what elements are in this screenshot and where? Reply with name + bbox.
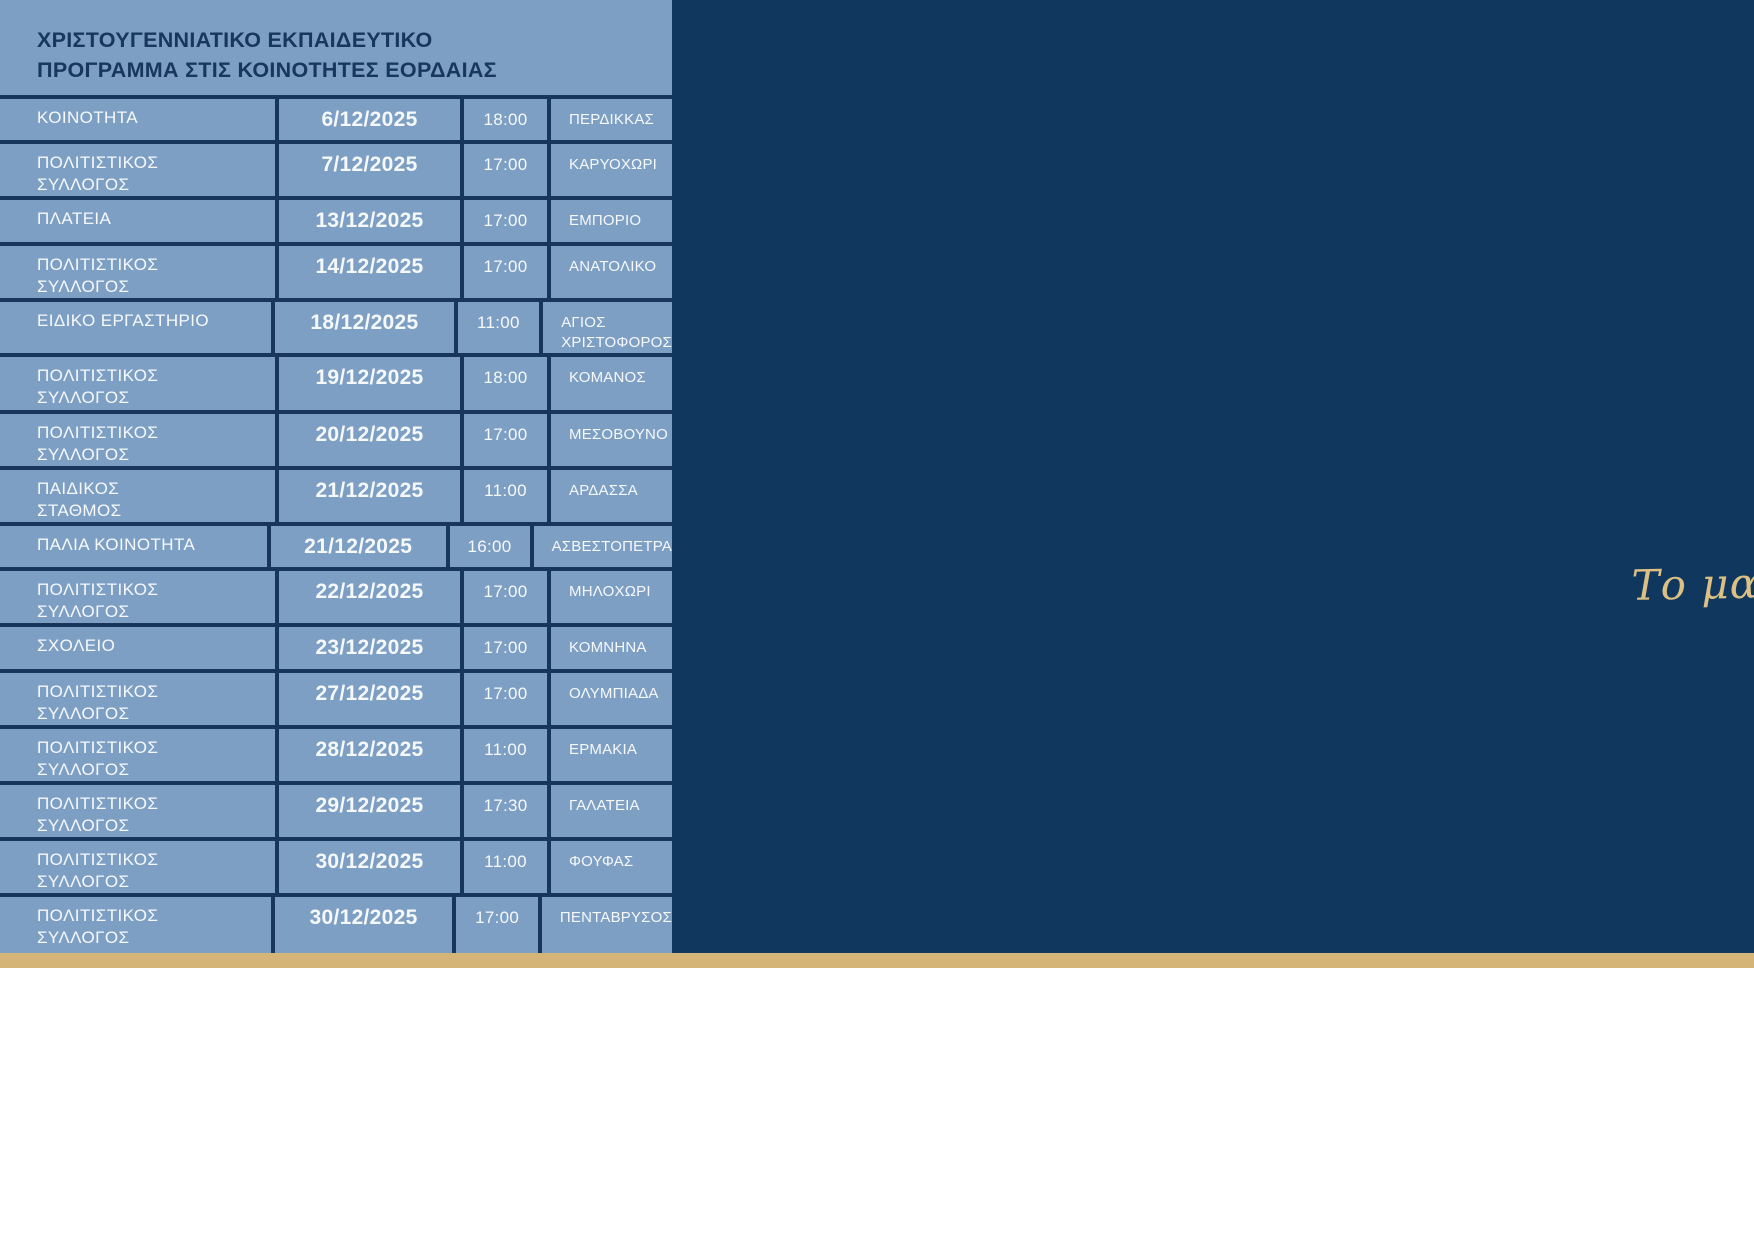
venue-cell: ΠΟΛΙΤΙΣΤΙΚΟΣ ΣΥΛΛΟΓΟΣ — [37, 580, 159, 622]
time-cell: 18:00 — [460, 357, 547, 410]
date-cell: 28/12/2025 — [275, 728, 460, 781]
date-cell: 30/12/2025 — [275, 841, 460, 894]
gold-stripe — [0, 953, 1754, 968]
date-cell: 30/12/2025 — [270, 897, 453, 953]
location-cell: ΚΟΜΑΝΟΣ — [547, 357, 672, 410]
location-cell: ΚΟΜΝΗΝΑ — [547, 627, 672, 669]
schedule-row: ΠΟΛΙΤΙΣΤΙΚΟΣ ΣΥΛΛΟΓΟΣ 27/12/2025 17:00 Ο… — [0, 668, 672, 725]
venue-cell: ΠΟΛΙΤΙΣΤΙΚΟΣ ΣΥΛΛΟΓΟΣ — [37, 793, 159, 836]
time-cell: 17:00 — [452, 897, 537, 953]
schedule-row: ΕΙΔΙΚΟ ΕΡΓΑΣΤΗΡΙΟ 18/12/2025 11:00 ΑΓΙΟΣ… — [0, 297, 672, 354]
venue-cell: ΣΧΟΛΕΙΟ — [37, 636, 116, 656]
venue-cell: ΠΑΛΙΑ ΚΟΙΝΟΤΗΤΑ — [37, 534, 196, 554]
date-cell: 22/12/2025 — [275, 571, 460, 624]
schedule-row: ΣΧΟΛΕΙΟ 23/12/2025 17:00 ΚΟΜΝΗΝΑ — [0, 623, 672, 669]
location-cell: ΑΡΔΑΣΣΑ — [547, 469, 672, 522]
time-cell: 17:00 — [460, 627, 547, 669]
schedule-row: ΠΑΛΙΑ ΚΟΙΝΟΤΗΤΑ 21/12/2025 16:00 ΑΣΒΕΣΤΟ… — [0, 521, 672, 568]
location-cell: ΜΗΛΟΧΩΡΙ — [547, 571, 672, 624]
venue-cell: ΠΟΛΙΤΙΣΤΙΚΟΣ ΣΥΛΛΟΓΟΣ — [37, 422, 159, 464]
location-cell: ΠΕΝΤΑΒΡΥΣΟΣ — [537, 897, 672, 953]
date-cell: 20/12/2025 — [275, 413, 460, 466]
date-cell: 21/12/2025 — [266, 525, 446, 568]
date-cell: 19/12/2025 — [275, 357, 460, 410]
brand-panel: ΝΙΦΑΔΑ... τί Πτολεμα είδες; Το μαγικό τα… — [672, 0, 1754, 953]
venue-cell: ΠΑΙΔΙΚΟΣ ΣΤΑΘΜΟΣ — [37, 478, 122, 520]
schedule-row: ΠΟΛΙΤΙΣΤΙΚΟΣ ΣΥΛΛΟΓΟΣ 29/12/2025 17:30 Γ… — [0, 780, 672, 838]
venue-cell: ΠΟΛΙΤΙΣΤΙΚΟΣ ΣΥΛΛΟΓΟΣ — [37, 681, 159, 723]
schedule-row: ΠΑΙΔΙΚΟΣ ΣΤΑΘΜΟΣ 21/12/2025 11:00 ΑΡΔΑΣΣ… — [0, 465, 672, 522]
location-cell: ΜΕΣΟΒΟΥΝΟ — [547, 413, 672, 466]
schedule-row: ΠΟΛΙΤΙΣΤΙΚΟΣ ΣΥΛΛΟΓΟΣ 14/12/2025 17:00 Α… — [0, 241, 672, 298]
date-cell: 13/12/2025 — [275, 200, 460, 242]
time-cell: 17:00 — [460, 672, 547, 725]
time-cell: 18:00 — [460, 99, 547, 141]
schedule-row: ΠΟΛΙΤΙΣΤΙΚΟΣ ΣΥΛΛΟΓΟΣ 22/12/2025 17:00 Μ… — [0, 567, 672, 624]
schedule-row: ΚΟΙΝΟΤΗΤΑ 6/12/2025 18:00 ΠΕΡΔΙΚΚΑΣ — [0, 95, 672, 141]
brand-name: ΝΙΦΑΔΑ... — [1747, 396, 1754, 461]
venue-cell: ΠΛΑΤΕΙΑ — [37, 209, 112, 229]
date-cell: 18/12/2025 — [271, 301, 453, 354]
time-cell: 17:00 — [460, 413, 547, 466]
venue-cell: ΚΟΙΝΟΤΗΤΑ — [37, 108, 138, 127]
schedule-panel: ΧΡΙΣΤΟΥΓΕΝΝΙΑΤΙΚΟ ΕΚΠΑΙΔΕΥΤΙΚΟ ΠΡΟΓΡΑΜΜΑ… — [0, 0, 672, 953]
schedule-row: ΠΟΛΙΤΙΣΤΙΚΟΣ ΣΥΛΛΟΓΟΣ 28/12/2025 11:00 Ε… — [0, 724, 672, 781]
venue-cell: ΕΙΔΙΚΟ ΕΡΓΑΣΤΗΡΙΟ — [37, 310, 209, 330]
time-cell: 17:00 — [460, 144, 547, 197]
date-cell: 6/12/2025 — [275, 99, 460, 141]
time-cell: 11:00 — [460, 469, 547, 522]
venue-cell: ΠΟΛΙΤΙΣΤΙΚΟΣ ΣΥΛΛΟΓΟΣ — [37, 254, 159, 296]
schedule-row: ΠΟΛΙΤΙΣΤΙΚΟΣ ΣΥΛΛΟΓΟΣ 30/12/2025 17:00 Π… — [0, 893, 672, 953]
location-cell: ΑΓΙΟΣ ΧΡΙΣΤΟΦΟΡΟΣ — [539, 301, 672, 354]
schedule-row: ΠΟΛΙΤΙΣΤΙΚΟΣ ΣΥΛΛΟΓΟΣ 30/12/2025 11:00 Φ… — [0, 837, 672, 894]
location-cell: ΟΛΥΜΠΙΑΔΑ — [547, 672, 672, 725]
time-cell: 11:00 — [453, 301, 540, 354]
date-cell: 23/12/2025 — [275, 627, 460, 669]
schedule-row: ΠΟΛΙΤΙΣΤΙΚΟΣ ΣΥΛΛΟΓΟΣ 20/12/2025 17:00 Μ… — [0, 409, 672, 466]
time-cell: 17:00 — [460, 200, 547, 242]
schedule-row: ΠΟΛΙΤΙΣΤΙΚΟΣ ΣΥΛΛΟΓΟΣ 7/12/2025 17:00 ΚΑ… — [0, 140, 672, 197]
date-cell: 29/12/2025 — [275, 784, 460, 838]
venue-cell: ΠΟΛΙΤΙΣΤΙΚΟΣ ΣΥΛΛΟΓΟΣ — [37, 153, 159, 195]
time-cell: 17:30 — [460, 784, 547, 838]
schedule-row: ΠΛΑΤΕΙΑ 13/12/2025 17:00 ΕΜΠΟΡΙΟ — [0, 196, 672, 242]
time-cell: 16:00 — [445, 525, 530, 568]
location-cell: ΚΑΡΥΟΧΩΡΙ — [547, 144, 672, 197]
location-cell: ΕΡΜΑΚΙΑ — [547, 728, 672, 781]
venue-cell: ΠΟΛΙΤΙΣΤΙΚΟΣ ΣΥΛΛΟΓΟΣ — [37, 850, 159, 892]
location-cell: ΑΝΑΤΟΛΙΚΟ — [547, 245, 672, 298]
time-cell: 11:00 — [460, 728, 547, 781]
location-cell: ΑΣΒΕΣΤΟΠΕΤΡΑ — [529, 525, 672, 568]
poster-title: ΧΡΙΣΤΟΥΓΕΝΝΙΑΤΙΚΟ ΕΚΠΑΙΔΕΥΤΙΚΟ ΠΡΟΓΡΑΜΜΑ… — [37, 28, 497, 82]
location-cell: ΦΟΥΦΑΣ — [547, 841, 672, 894]
location-cell: ΕΜΠΟΡΙΟ — [547, 200, 672, 242]
time-cell: 11:00 — [460, 841, 547, 894]
location-cell: ΠΕΡΔΙΚΚΑΣ — [547, 99, 672, 141]
schedule-row: ΠΟΛΙΤΙΣΤΙΚΟΣ ΣΥΛΛΟΓΟΣ 19/12/2025 18:00 Κ… — [0, 353, 672, 410]
footer: Διοργάνωση: ΔΗΜΟΣ ΕΟΡΔΑΙΑΣ — [0, 968, 1754, 1240]
time-cell: 17:00 — [460, 571, 547, 624]
date-cell: 7/12/2025 — [275, 144, 460, 197]
venue-cell: ΠΟΛΙΤΙΣΤΙΚΟΣ ΣΥΛΛΟΓΟΣ — [37, 906, 159, 948]
schedule-table: ΚΟΙΝΟΤΗΤΑ 6/12/2025 18:00 ΠΕΡΔΙΚΚΑΣ ΠΟΛΙ… — [0, 95, 672, 953]
venue-cell: ΠΟΛΙΤΙΣΤΙΚΟΣ ΣΥΛΛΟΓΟΣ — [37, 366, 159, 408]
time-cell: 17:00 — [460, 245, 547, 298]
venue-cell: ΠΟΛΙΤΙΣΤΙΚΟΣ ΣΥΛΛΟΓΟΣ — [37, 737, 159, 779]
date-cell: 21/12/2025 — [275, 469, 460, 522]
brand-tagline: Το μαγικό ταξίδι ξεκινά! — [1631, 551, 1754, 610]
location-cell: ΓΑΛΑΤΕΙΑ — [547, 784, 672, 838]
date-cell: 27/12/2025 — [275, 672, 460, 725]
date-cell: 14/12/2025 — [275, 245, 460, 298]
